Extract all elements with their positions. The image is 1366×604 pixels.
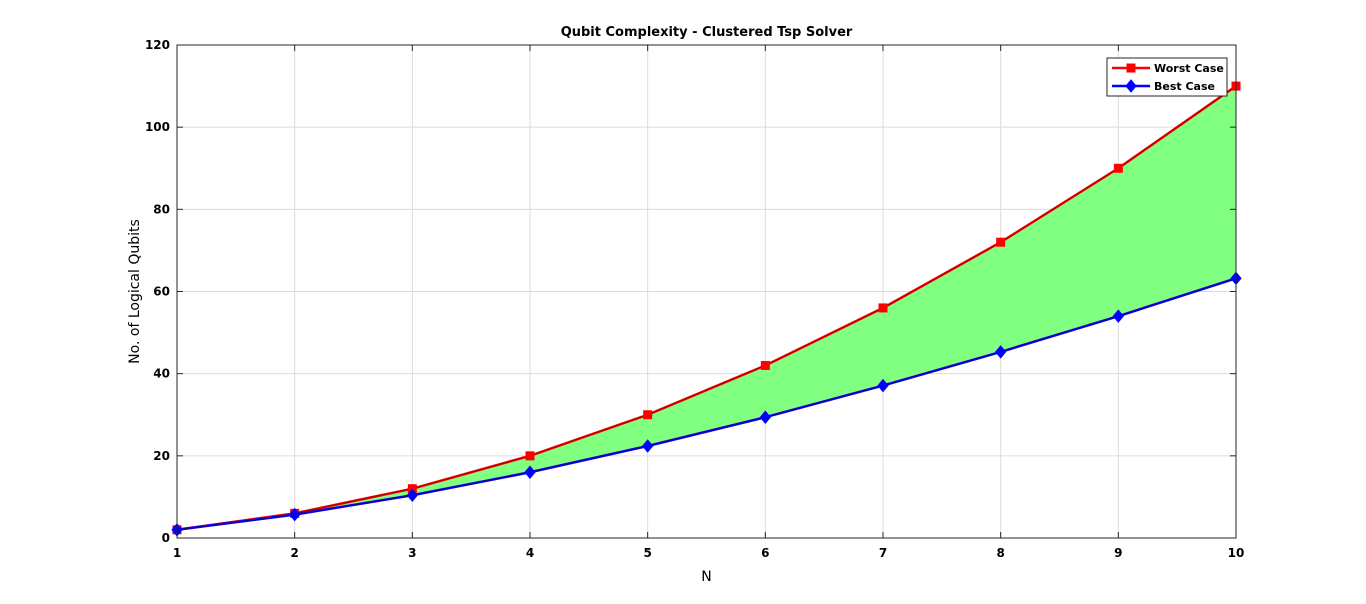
y-tick-label: 100 <box>145 120 170 134</box>
best-case-marker <box>642 439 654 453</box>
y-tick-label: 20 <box>153 449 170 463</box>
worst-case-marker <box>996 237 1006 247</box>
legend-best-case-label: Best Case <box>1154 80 1215 93</box>
y-tick-label: 40 <box>153 367 170 381</box>
x-tick-label: 2 <box>290 546 298 560</box>
worst-case-marker <box>1113 163 1123 173</box>
worst-case-marker <box>643 410 653 420</box>
x-tick-label: 3 <box>408 546 416 560</box>
best-case-marker <box>759 410 771 424</box>
worst-case-line-shade <box>176 85 1237 531</box>
worst-case-line <box>176 85 1237 532</box>
best-case-line <box>176 277 1237 532</box>
x-tick-label: 9 <box>1114 546 1122 560</box>
best-case-marker <box>406 488 418 503</box>
y-tick-label: 80 <box>153 202 170 216</box>
y-axis-label: No. of Logical Qubits <box>127 219 143 364</box>
worst-case-marker <box>878 303 888 313</box>
x-axis-label: N <box>701 569 711 585</box>
legend-best-case-marker <box>1125 79 1137 93</box>
worst-case-marker <box>760 360 770 370</box>
x-tick-label: 7 <box>879 546 887 560</box>
x-tick-label: 10 <box>1228 546 1245 560</box>
x-tick-label: 4 <box>526 546 534 560</box>
x-tick-label: 5 <box>643 546 651 560</box>
x-tick-label: 8 <box>996 546 1004 560</box>
legend: Worst Case Best Case <box>1106 57 1228 97</box>
y-tick-label: 120 <box>145 38 170 52</box>
best-case-marker <box>995 345 1007 359</box>
x-tick-label: 6 <box>761 546 769 560</box>
best-case-marker <box>289 507 301 522</box>
best-case-marker <box>1112 309 1124 323</box>
chart-title: Qubit Complexity - Clustered Tsp Solver <box>561 25 853 40</box>
worst-case-marker <box>525 451 535 461</box>
x-tick-label: 1 <box>173 546 181 560</box>
best-case-line-shade <box>176 277 1237 531</box>
y-tick-label: 0 <box>162 531 170 545</box>
legend-worst-case-label: Worst Case <box>1154 62 1224 75</box>
y-tick-label: 60 <box>153 285 170 299</box>
legend-worst-case-marker <box>1126 63 1136 73</box>
best-case-marker <box>524 465 536 480</box>
best-case-marker <box>877 378 889 393</box>
